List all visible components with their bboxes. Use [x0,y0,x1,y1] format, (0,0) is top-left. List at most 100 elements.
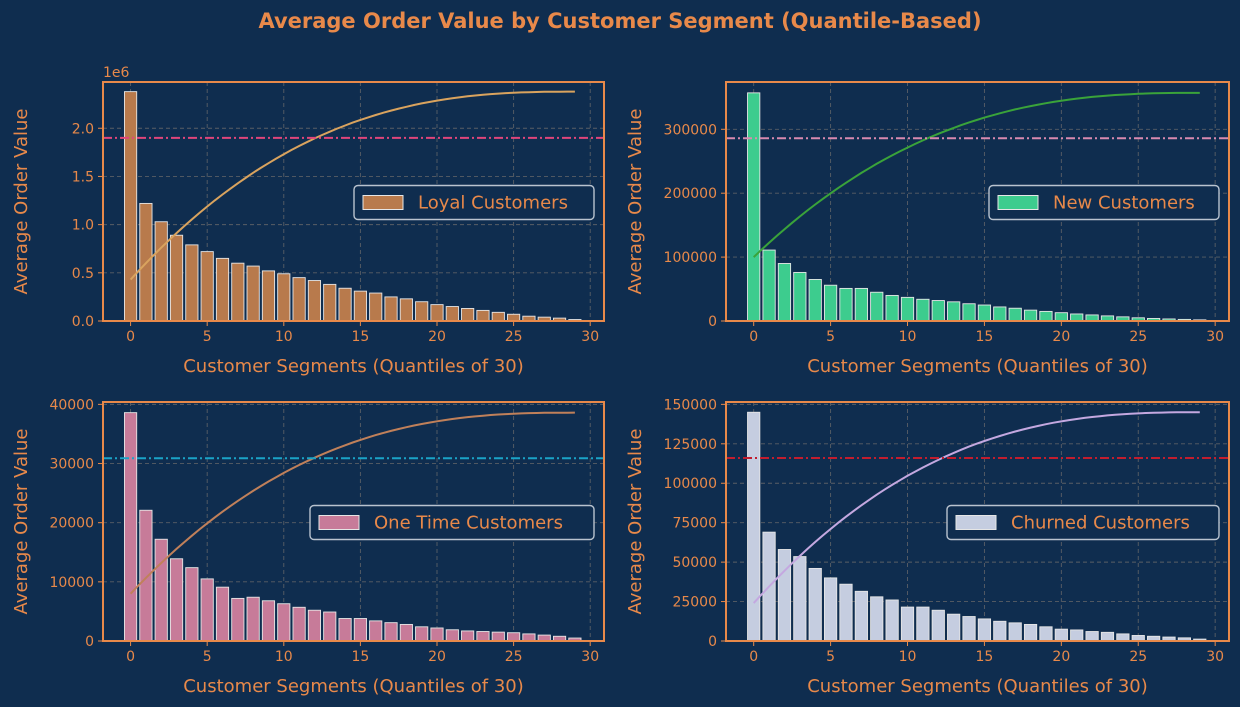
x-tick-label: 0 [749,649,758,665]
bar [338,618,352,642]
x-tick-label: 5 [203,329,212,345]
bar [445,306,459,322]
trend-line [129,90,575,281]
x-tick-label: 15 [976,649,994,665]
bar [854,287,868,322]
bar [747,92,761,322]
y-tick-label: 0 [708,314,717,330]
bar [476,631,490,642]
axes-frame [725,81,1230,322]
x-tick-label: 30 [581,649,599,665]
bar [169,234,184,322]
bar [246,596,260,642]
bar [491,311,505,322]
legend-swatch [997,195,1039,210]
x-tick-label: 20 [428,649,446,665]
bar [793,556,807,642]
legend: New Customers [988,184,1220,221]
bar [169,558,184,642]
x-tick-label: 30 [581,329,599,345]
bar [415,301,429,322]
legend-swatch [318,515,360,530]
chart-panel-3: 0 5 10 15 20 25 30 0 25000 50000 75000 100000 125000… [625,397,1230,697]
y-axis-label: Average Order Value [11,429,32,615]
x-tick-label: 0 [126,649,135,665]
bar [215,586,230,642]
bar [793,271,807,322]
bar [200,251,214,322]
bar [839,583,853,642]
bar [900,606,915,642]
legend-swatch [955,515,997,530]
x-tick-label: 20 [428,329,446,345]
bar [962,303,976,322]
bar [1100,631,1115,642]
bar [839,287,853,322]
legend: Loyal Customers [353,184,595,221]
bar [384,296,398,322]
bar [823,577,838,642]
bar [430,304,444,322]
y-tick-label: 0.0 [72,314,94,330]
bar [491,631,505,642]
y-axis-label: Average Order Value [625,429,646,615]
x-tick-label: 25 [505,329,523,345]
bar [931,300,945,322]
bar [399,298,413,322]
y-tick-label: 100000 [664,476,717,492]
trend-line [752,411,1200,604]
bar [461,308,475,322]
x-tick-label: 15 [351,329,369,345]
x-tick-label: 10 [899,329,917,345]
offset-text: 1e6 [103,65,130,81]
x-tick-label: 10 [275,649,293,665]
y-tick-label: 100000 [664,250,717,266]
bar [507,313,521,322]
bar [808,279,822,322]
bar [823,284,838,322]
x-tick-label: 5 [826,649,835,665]
x-tick-label: 10 [899,649,917,665]
x-axis-label: Customer Segments (Quantiles of 30) [183,356,524,377]
x-tick-label: 20 [1052,649,1070,665]
legend-box [353,184,595,221]
bar [993,306,1007,322]
bar [338,287,352,322]
bar [916,298,930,322]
y-tick-label: 20000 [49,516,94,532]
legend-box [309,504,595,541]
trend-line [129,411,575,595]
bar [916,606,930,642]
bar [415,626,429,642]
bar [307,280,322,322]
bar [1023,623,1038,642]
bar [870,596,884,642]
bar [292,606,306,642]
bar [808,567,822,642]
bar [854,590,868,642]
bar [154,538,168,642]
bar [900,296,915,322]
bar [123,91,138,322]
legend-swatch [362,195,404,210]
bar [139,509,153,642]
bar [399,623,413,642]
x-tick-label: 0 [749,329,758,345]
bar [231,597,245,642]
bar [123,412,138,642]
x-tick-label: 30 [1206,649,1224,665]
x-tick-label: 20 [1052,329,1070,345]
bar [1008,307,1022,322]
bar [154,221,168,322]
bar [353,290,367,322]
y-tick-label: 200000 [664,186,717,202]
bar [1070,313,1084,322]
y-tick-label: 2.0 [72,121,94,137]
bar [353,618,367,642]
bar [430,627,444,642]
x-tick-label: 25 [1129,329,1147,345]
bar [1116,633,1130,642]
y-tick-label: 50000 [672,555,717,571]
bar [777,263,792,322]
